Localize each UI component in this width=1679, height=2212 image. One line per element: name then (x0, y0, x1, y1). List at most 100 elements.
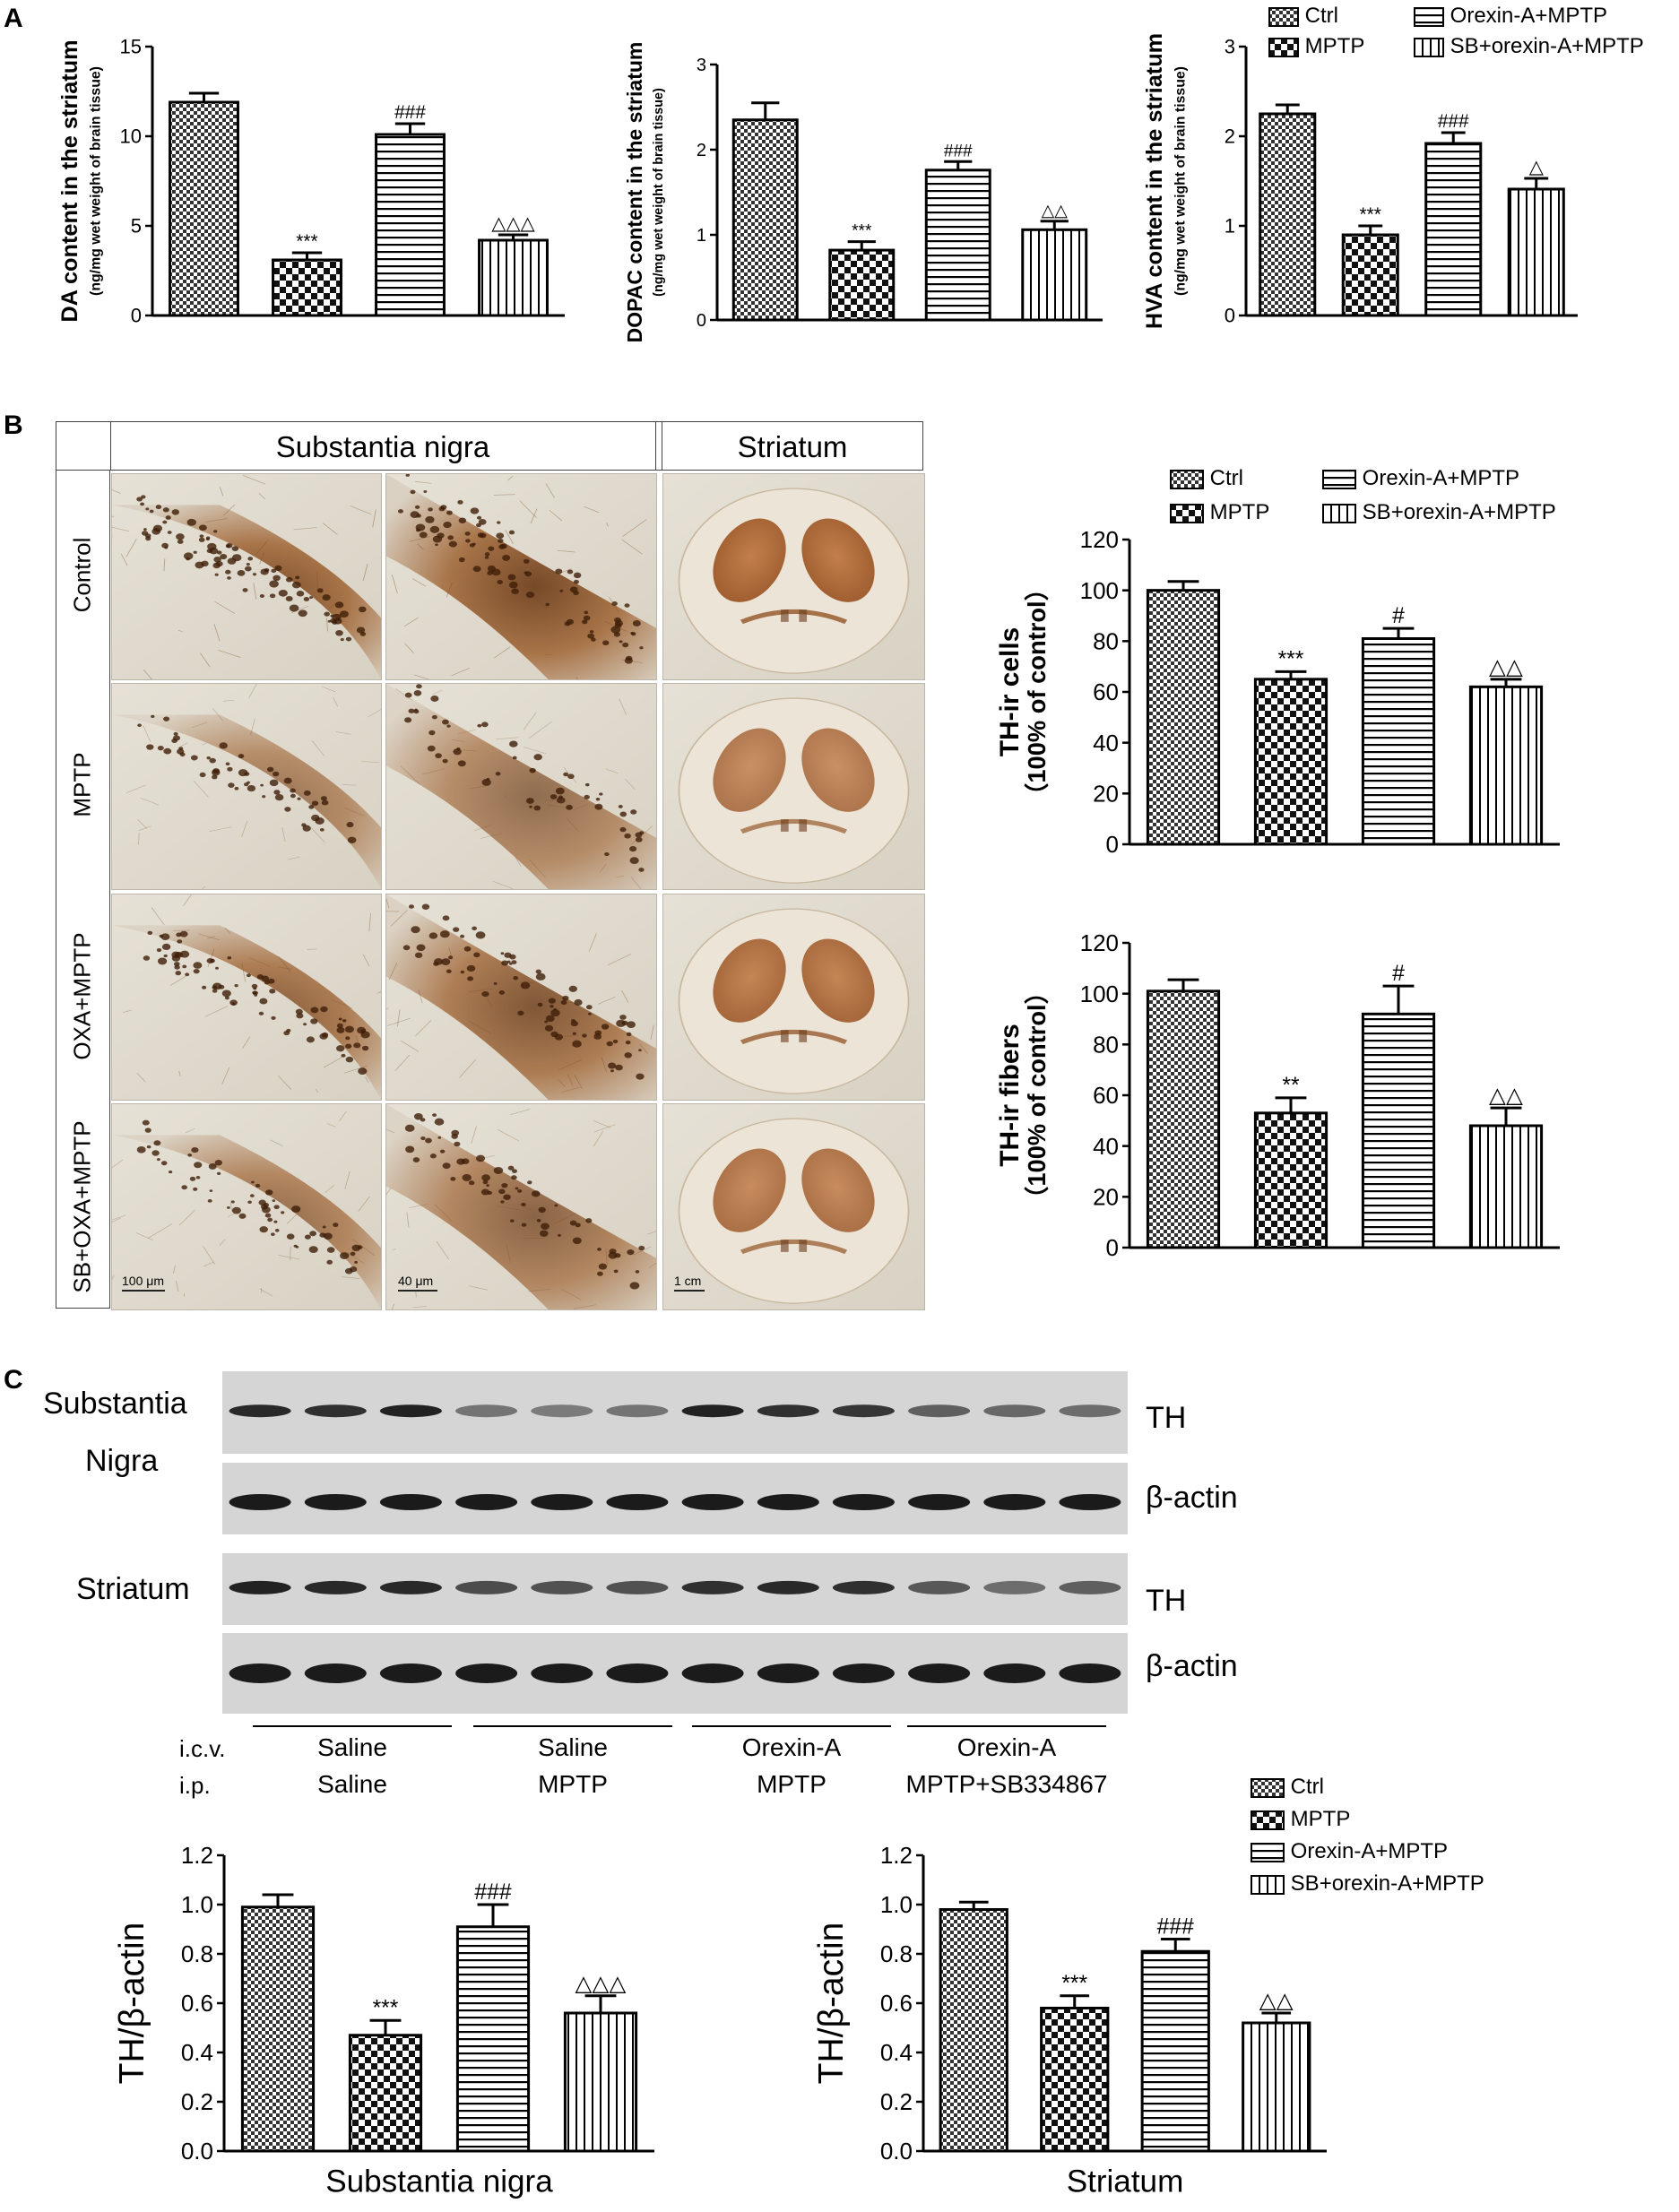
significance-mark: *** (1360, 204, 1381, 225)
y-tick-label: 60 (1093, 678, 1119, 705)
y-axis-sublabel: （100% of control） (1023, 980, 1051, 1211)
legend-item-mptp: MPTP (1251, 1807, 1350, 1832)
y-axis-label: TH-ir fibers (995, 1024, 1025, 1166)
significance-mark: △△△ (491, 213, 535, 234)
row-label-mptp: MPTP (68, 752, 96, 817)
blot-strip (222, 1633, 1128, 1714)
chart-th-cells: 0 20 40 60 80 100 120 *** # △△ TH-ir cells（100% of… (995, 526, 1560, 858)
y-tick-label: 80 (1093, 627, 1119, 654)
bar (455, 1925, 531, 2153)
y-axis-sublabel: (ng/mg wet weight of brain tissue) (652, 88, 666, 297)
micrograph-image (386, 1104, 656, 1309)
y-axis-label: TH/β-actin (113, 1923, 151, 2085)
scale-bar-label: 40 μm (398, 1274, 434, 1288)
y-tick-label: 0.2 (880, 2088, 913, 2115)
chart-wb-striatum: 0.0 0.2 0.4 0.6 0.8 1.0 1.2 *** ### △△ TH/β-actin S… (812, 1842, 1327, 2199)
panel-letter-b: B (4, 410, 23, 440)
y-tick-label: 20 (1093, 780, 1119, 807)
micrograph-tile (385, 894, 657, 1101)
y-tick-label: 0 (1106, 831, 1119, 858)
wb-group-4-icv: Orexin-A (956, 1733, 1057, 1761)
wb-band-label-actin-sn: β-actin (1146, 1481, 1238, 1515)
wb-row-label-ip: i.p. (179, 1772, 211, 1799)
micrograph-image (112, 684, 381, 889)
y-axis-label: TH-ir cells (995, 627, 1025, 757)
y-tick-label: 1 (697, 226, 706, 246)
micrograph-image (663, 474, 924, 679)
y-tick-label: 0 (1225, 305, 1235, 327)
legend-c: Ctrl MPTP Orexin-A+MPTP SB+orexin-A+MPTP (1251, 1775, 1609, 1909)
micrograph-tile (111, 1103, 382, 1310)
y-tick-label: 0 (1106, 1234, 1119, 1261)
wb-group-1-icv: Saline (317, 1733, 387, 1761)
y-tick-label: 100 (1080, 981, 1119, 1007)
chart-dopac: 0 1 2 3 *** ### △△ DOPAC content in the striatu… (623, 42, 1103, 342)
significance-mark: *** (1278, 647, 1304, 671)
legend-item-mptp: MPTP (1170, 500, 1269, 525)
wb-group-3-icv: Orexin-A (741, 1733, 842, 1761)
micrograph-tile (662, 894, 925, 1101)
legend-a: Ctrl MPTP Orexin-A+MPTP SB+orexin-A+MPTP (1268, 4, 1679, 63)
legend-item-ctrl: Ctrl (1170, 466, 1243, 491)
bar (1253, 678, 1328, 846)
y-tick-label: 10 (120, 125, 142, 148)
panel-letter-a: A (4, 4, 23, 33)
bar (828, 248, 896, 322)
y-tick-label: 0.0 (880, 2138, 913, 2164)
micrograph-tile (111, 473, 382, 680)
wb-group-2-icv: Saline (538, 1733, 608, 1761)
x-axis-label: Substantia nigra (325, 2164, 553, 2199)
bar (1341, 233, 1399, 317)
legend-label: Orexin-A+MPTP (1362, 466, 1520, 490)
chart-th-fibers: 0 20 40 60 80 100 120 ** # △△ TH-ir fibers（100% of… (995, 929, 1560, 1261)
y-axis-sublabel: (ng/mg wet weight of brain tissue) (88, 66, 103, 296)
micrograph-image (663, 684, 924, 889)
y-tick-label: 1 (1225, 215, 1235, 238)
legend-item-sb: SB+orexin-A+MPTP (1414, 34, 1644, 59)
scale-bar-40um: 40 μm (398, 1274, 437, 1292)
y-tick-label: 80 (1093, 1031, 1119, 1058)
legend-label: Orexin-A+MPTP (1450, 4, 1608, 28)
legend-item-sb: SB+orexin-A+MPTP (1251, 1871, 1484, 1897)
y-tick-label: 2 (697, 141, 706, 160)
histology-header-divider (655, 421, 656, 471)
micrograph-image (386, 684, 656, 889)
row-label-control: Control (68, 537, 96, 613)
scale-bar-100um: 100 μm (122, 1274, 165, 1292)
significance-mark: △△△ (576, 1972, 627, 1996)
legend-label: SB+orexin-A+MPTP (1290, 1871, 1484, 1896)
significance-mark: ### (1157, 1915, 1194, 1940)
significance-mark: △△ (1042, 202, 1069, 220)
y-axis-label: HVA content in the striatum (1142, 33, 1167, 329)
bar (1424, 142, 1483, 317)
bar (924, 168, 991, 322)
histology-header-divider (110, 421, 111, 471)
legend-b: Ctrl MPTP Orexin-A+MPTP SB+orexin-A+MPTP (1170, 466, 1636, 529)
bar (1242, 2021, 1311, 2153)
legend-item-sb: SB+orexin-A+MPTP (1322, 500, 1556, 525)
y-tick-label: 0.6 (880, 1990, 913, 2017)
y-tick-label: 3 (1225, 36, 1235, 58)
bar (731, 118, 799, 322)
wb-band-label-th-st: TH (1146, 1584, 1187, 1618)
legend-label: Orexin-A+MPTP (1290, 1839, 1449, 1863)
chart-hva: 0 1 2 3 *** ### △ HVA content in the striatum (n… (1142, 33, 1578, 329)
micrograph-image (112, 1104, 381, 1309)
y-tick-label: 0.0 (181, 2138, 213, 2164)
significance-mark: ### (474, 1880, 511, 1905)
legend-item-oxa: Orexin-A+MPTP (1414, 4, 1607, 29)
row-label-sb-oxa-mptp: SB+OXA+MPTP (68, 1120, 96, 1293)
y-tick-label: 120 (1080, 929, 1119, 956)
micrograph-tile (662, 473, 925, 680)
micrograph-image (386, 474, 656, 679)
bar (169, 100, 239, 317)
scale-bar-label: 100 μm (122, 1274, 164, 1288)
y-tick-label: 0 (131, 305, 142, 327)
y-tick-label: 0.2 (181, 2088, 213, 2115)
bar (939, 1908, 1008, 2153)
y-tick-label: 1.2 (181, 1842, 213, 1869)
legend-item-oxa: Orexin-A+MPTP (1322, 466, 1519, 491)
legend-label: Ctrl (1290, 1775, 1324, 1799)
chart-da: 0 5 10 15 *** ### △△△ DA content in the striatu… (57, 36, 565, 327)
wb-region-nigra: Nigra (85, 1444, 159, 1478)
